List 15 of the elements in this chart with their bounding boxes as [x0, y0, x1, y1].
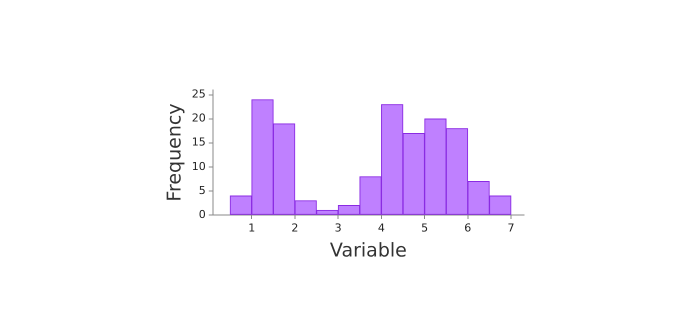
x-tick-label: 7 — [508, 221, 515, 234]
y-tick-label: 0 — [198, 208, 206, 221]
x-tick-label: 5 — [421, 221, 428, 234]
y-tick-label: 20 — [192, 112, 206, 125]
y-tick-label: 25 — [192, 88, 206, 101]
x-tick-label: 4 — [378, 221, 385, 234]
x-tick-label: 2 — [291, 221, 298, 234]
x-tick-label: 3 — [334, 221, 342, 234]
y-tick-label: 15 — [192, 136, 206, 149]
x-tick-label: 1 — [248, 221, 256, 234]
y-axis-title: Frequency — [163, 103, 186, 202]
x-axis-title: Variable — [330, 240, 407, 262]
x-tick-label: 6 — [464, 221, 472, 234]
y-tick-label: 5 — [198, 184, 206, 197]
y-tick-label: 10 — [192, 160, 206, 173]
